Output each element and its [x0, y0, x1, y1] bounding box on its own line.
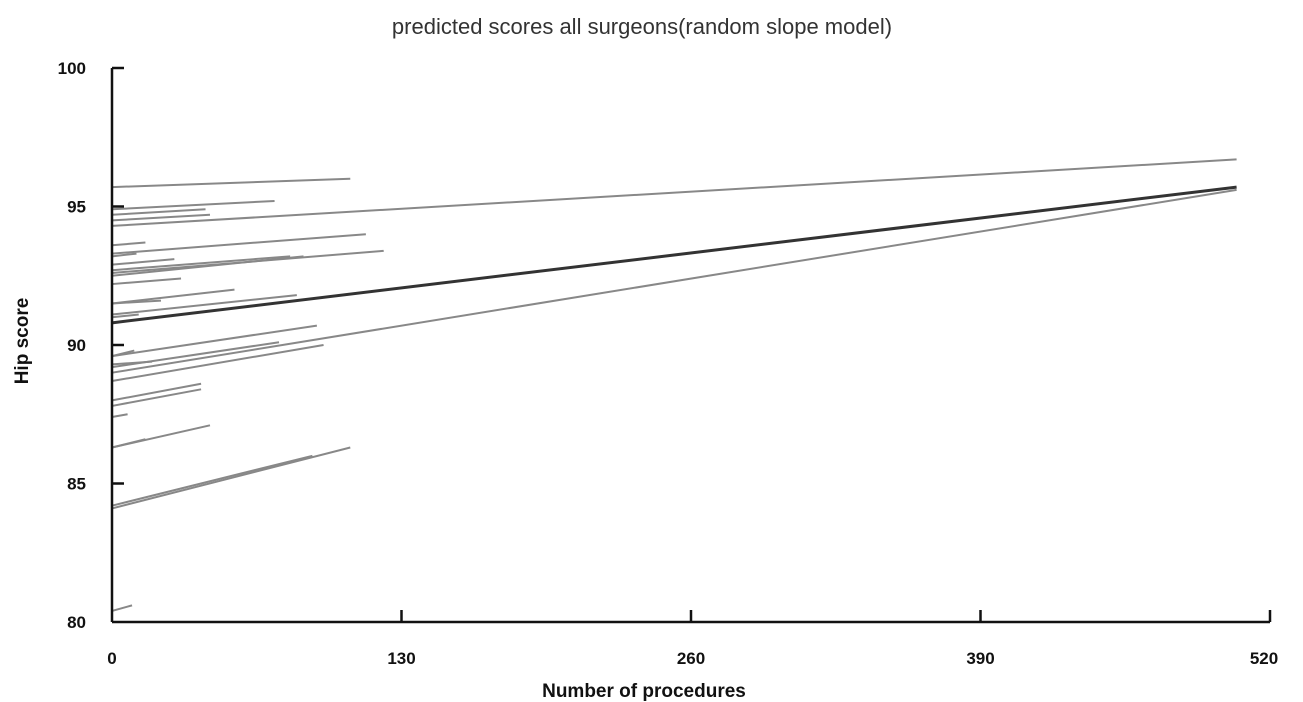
surgeon-line: [111, 158, 1237, 227]
surgeon-line: [111, 288, 235, 305]
surgeon-line: [111, 188, 1237, 374]
x-axis-label: Number of procedures: [542, 681, 746, 702]
plot-lines: [111, 158, 1237, 612]
x-tick-label: 520: [1250, 649, 1278, 668]
chart-title: predicted scores all surgeons(random slo…: [392, 14, 892, 39]
surgeon-line: [111, 446, 351, 510]
surgeon-line: [111, 344, 324, 382]
surgeon-line: [111, 258, 175, 266]
x-tick-label: 260: [677, 649, 705, 668]
surgeon-line: [111, 294, 297, 316]
surgeon-line: [111, 382, 202, 402]
y-axis-label: Hip score: [12, 298, 33, 385]
surgeon-line: [111, 313, 139, 319]
y-tick-label: 90: [67, 336, 86, 355]
surgeon-line: [111, 177, 351, 189]
surgeon-line: [111, 299, 162, 305]
axes: 80 85 90 95 100 0 130 260 390 520: [58, 59, 1279, 668]
surgeon-line: [111, 255, 291, 272]
x-tick-label: 130: [387, 649, 415, 668]
surgeon-line: [111, 233, 366, 255]
x-tick-label: 0: [107, 649, 116, 668]
surgeon-line: [111, 255, 304, 277]
surgeon-line: [111, 349, 135, 358]
surgeon-line: [111, 277, 182, 286]
surgeon-line: [111, 360, 153, 366]
y-tick-label: 80: [67, 613, 86, 632]
average-line: [111, 185, 1237, 325]
x-tick-label: 390: [966, 649, 994, 668]
surgeon-line: [111, 454, 313, 507]
surgeon-line: [111, 199, 275, 211]
surgeon-line: [111, 388, 202, 407]
y-tick-label: 85: [67, 475, 86, 494]
y-tick-label: 95: [67, 198, 86, 217]
surgeon-line: [111, 324, 318, 358]
surgeon-line: [111, 241, 146, 247]
surgeon-line: [111, 604, 133, 612]
surgeon-line: [111, 208, 206, 216]
y-tick-label: 100: [58, 59, 86, 78]
surgeon-line: [111, 252, 137, 258]
surgeon-line: [111, 413, 128, 419]
surgeon-line: [111, 438, 146, 449]
surgeon-line: [111, 213, 211, 222]
